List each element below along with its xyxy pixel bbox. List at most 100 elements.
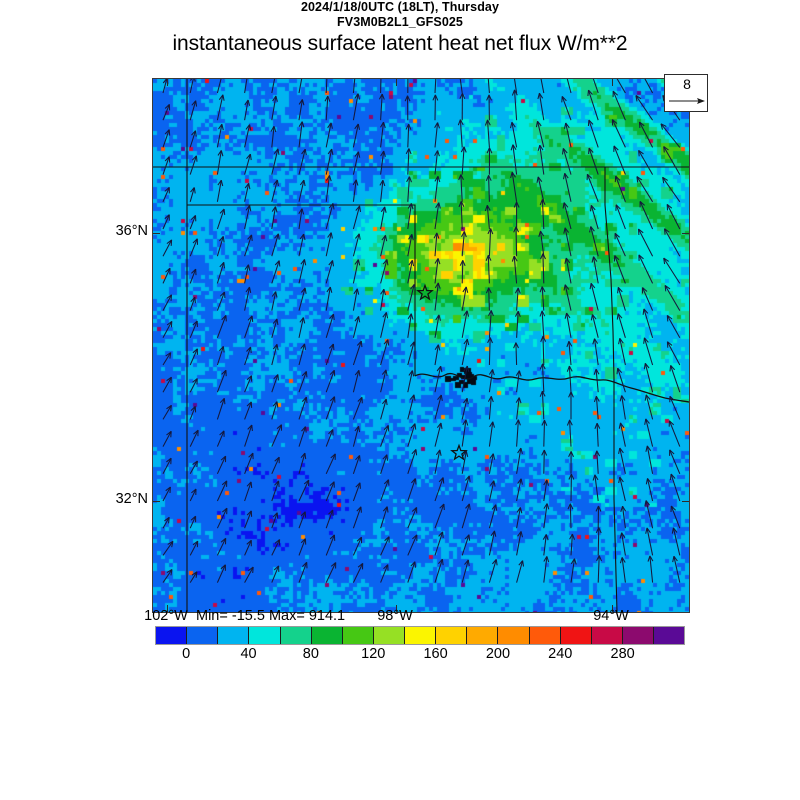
wind-vector bbox=[325, 286, 333, 311]
wind-vector bbox=[189, 515, 197, 529]
wind-vector bbox=[540, 335, 547, 366]
wind-vector bbox=[216, 94, 225, 121]
wind-vector bbox=[543, 556, 550, 583]
wind-vector bbox=[460, 146, 467, 175]
wind-vector bbox=[487, 337, 493, 366]
colorbar-band-5 bbox=[311, 627, 343, 644]
wind-vector bbox=[271, 206, 278, 230]
wind-vector bbox=[666, 203, 681, 230]
wind-vector bbox=[162, 457, 172, 475]
wind-vector bbox=[324, 95, 331, 121]
wind-vector bbox=[271, 424, 283, 447]
wind-vector bbox=[325, 453, 336, 475]
colorbar-band-16 bbox=[654, 627, 685, 644]
colorbar-band-13 bbox=[560, 627, 592, 644]
wind-vector bbox=[380, 312, 389, 338]
lon-tick-label-2: 94°W bbox=[593, 608, 629, 624]
wind-vector bbox=[407, 370, 415, 393]
wind-vector bbox=[407, 79, 409, 94]
wind-vector bbox=[298, 208, 305, 230]
wind-vector bbox=[407, 394, 416, 420]
colorbar[interactable] bbox=[155, 626, 685, 645]
wind-vector bbox=[271, 179, 279, 202]
wind-vector bbox=[271, 318, 279, 338]
wind-vector bbox=[352, 233, 361, 257]
wind-vector bbox=[380, 425, 390, 447]
wind-vector bbox=[325, 509, 334, 529]
wind-vector bbox=[298, 396, 308, 420]
wind-vector bbox=[189, 268, 197, 284]
wind-vector bbox=[566, 79, 572, 94]
wind-vector bbox=[434, 202, 441, 230]
colorbar-band-7 bbox=[373, 627, 405, 644]
wind-vector bbox=[298, 561, 308, 583]
wind-vector bbox=[407, 507, 418, 529]
wind-vector bbox=[589, 226, 599, 257]
colorbar-tick-0: 0 bbox=[182, 646, 191, 662]
wind-vector bbox=[434, 531, 444, 556]
wind-vector bbox=[298, 426, 307, 447]
wind-vector bbox=[216, 236, 225, 257]
wind-vector bbox=[298, 179, 306, 202]
wind-vector bbox=[666, 314, 681, 339]
wind-vector bbox=[271, 79, 276, 94]
texas-panhandle-border bbox=[187, 204, 416, 376]
wind-vector bbox=[380, 398, 388, 420]
wind-vector bbox=[325, 534, 336, 556]
wind-vector bbox=[380, 479, 390, 502]
wind-vector bbox=[406, 176, 412, 202]
wind-vector bbox=[618, 476, 626, 502]
wind-vector bbox=[434, 422, 443, 447]
wind-vector bbox=[514, 287, 521, 311]
wind-vector bbox=[636, 176, 654, 203]
wind-vector bbox=[271, 480, 280, 502]
wind-vector bbox=[644, 394, 654, 420]
wind-vector bbox=[189, 155, 198, 175]
wind-vector bbox=[325, 79, 328, 94]
wind-vector bbox=[613, 145, 626, 175]
wind-vector bbox=[616, 79, 626, 94]
wind-vector bbox=[325, 175, 332, 202]
wind-vector bbox=[588, 147, 599, 175]
wind-vector bbox=[619, 532, 626, 556]
wind-vector bbox=[541, 449, 548, 474]
wind-vector bbox=[380, 564, 389, 583]
wind-vector bbox=[644, 79, 654, 94]
wind-vector bbox=[298, 148, 307, 175]
wind-vector bbox=[637, 228, 654, 257]
wind-vector bbox=[162, 104, 171, 121]
wind-vector bbox=[352, 179, 359, 202]
wind-vector bbox=[216, 79, 225, 94]
wind-vector bbox=[614, 175, 626, 202]
wind-vector bbox=[461, 534, 471, 556]
wind-vector bbox=[216, 346, 225, 366]
wind-vector bbox=[616, 313, 626, 338]
wind-vector bbox=[216, 430, 225, 447]
wind-vector bbox=[461, 450, 469, 474]
texas-east-border bbox=[613, 379, 618, 612]
wind-vector bbox=[488, 453, 496, 474]
wind-vector bbox=[537, 144, 545, 175]
colorbar-tick-160: 160 bbox=[423, 646, 448, 662]
wind-vector bbox=[162, 352, 172, 366]
wind-vector bbox=[620, 505, 627, 529]
wind-vector bbox=[614, 232, 626, 257]
map-plot-area[interactable] bbox=[152, 78, 690, 613]
wind-vector bbox=[244, 205, 252, 230]
lat-tick-mark-right-1 bbox=[682, 501, 689, 503]
lat-tick-mark-right-0 bbox=[682, 233, 689, 235]
wind-vector bbox=[189, 540, 199, 556]
wind-vector bbox=[515, 397, 522, 420]
colorbar-band-12 bbox=[529, 627, 561, 644]
wind-vector bbox=[615, 204, 626, 230]
wind-vector bbox=[434, 79, 437, 94]
wind-vector bbox=[596, 555, 602, 583]
wind-vector bbox=[570, 558, 577, 583]
wind-vector bbox=[663, 146, 681, 175]
wind-vector bbox=[380, 536, 390, 556]
wind-vector bbox=[595, 527, 602, 556]
wind-vector bbox=[487, 79, 490, 94]
wind-vector bbox=[434, 314, 442, 338]
wind-vector bbox=[593, 368, 600, 393]
wind-vector bbox=[461, 475, 471, 502]
